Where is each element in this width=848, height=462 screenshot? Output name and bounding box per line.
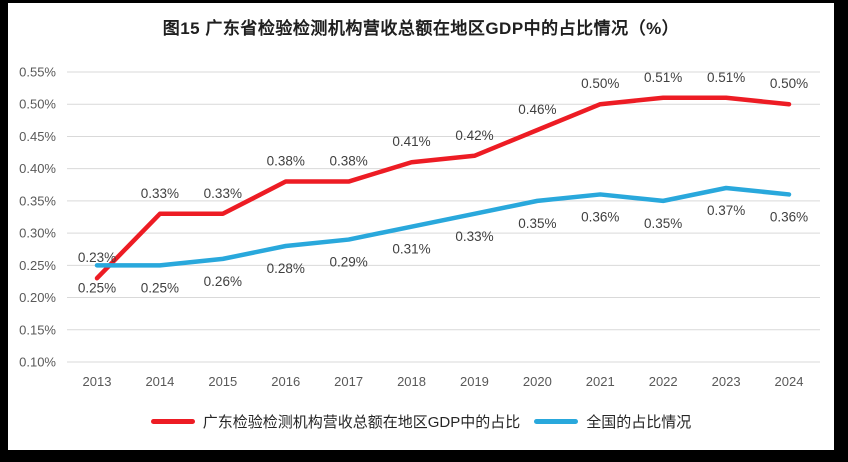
- data-label: 0.35%: [644, 216, 682, 231]
- series-line-0: [94, 95, 792, 281]
- line-chart: 0.10% 0.15% 0.20% 0.25% 0.30% 0.35% 0.40% 0.45%…: [19, 65, 820, 389]
- y-tick-label: 0.25%: [19, 258, 56, 273]
- data-label: 0.51%: [644, 70, 682, 85]
- data-label: 0.46%: [518, 102, 556, 117]
- y-tick-label: 0.35%: [19, 193, 56, 208]
- data-label: 0.38%: [267, 154, 305, 169]
- y-tick-label: 0.10%: [19, 355, 56, 370]
- x-tick-label: 2016: [271, 374, 300, 389]
- data-label: 0.35%: [518, 216, 556, 231]
- x-tick-label: 2018: [397, 374, 426, 389]
- y-tick-label: 0.20%: [19, 290, 56, 305]
- y-tick-label: 0.55%: [19, 65, 56, 80]
- data-label: 0.25%: [78, 280, 116, 295]
- data-label: 0.33%: [204, 186, 242, 201]
- x-tick-label: 2014: [145, 374, 174, 389]
- x-tick-label: 2024: [775, 374, 804, 389]
- data-label: 0.28%: [267, 261, 305, 276]
- x-tick-label: 2013: [83, 374, 112, 389]
- chart-title: 图15 广东省检验检测机构营收总额在地区GDP中的占比情况（%）: [162, 19, 680, 38]
- data-label: 0.26%: [204, 274, 242, 289]
- data-label: 0.51%: [707, 70, 745, 85]
- y-tick-label: 0.15%: [19, 322, 56, 337]
- x-tick-label: 2019: [460, 374, 489, 389]
- y-tick-label: 0.30%: [19, 226, 56, 241]
- data-label: 0.29%: [329, 255, 367, 270]
- data-label: 0.33%: [455, 229, 493, 244]
- data-label: 0.31%: [392, 242, 430, 257]
- x-tick-label: 2021: [586, 374, 615, 389]
- data-label: 0.25%: [141, 280, 179, 295]
- legend-item-guangdong: 广东检验检测机构营收总额在地区GDP中的占比: [150, 411, 521, 432]
- legend-label-national: 全国的占比情况: [586, 414, 692, 431]
- x-tick-label: 2022: [649, 374, 678, 389]
- legend-label-guangdong: 广东检验检测机构营收总额在地区GDP中的占比: [202, 414, 521, 431]
- data-label: 0.50%: [581, 76, 619, 91]
- chart-page: 图15 广东省检验检测机构营收总额在地区GDP中的占比情况（%） 0.10% 0.…: [8, 3, 834, 450]
- legend-swatch-national-line-icon: [534, 419, 579, 424]
- legend: 广东检验检测机构营收总额在地区GDP中的占比 全国的占比情况: [8, 411, 834, 432]
- data-label: 0.41%: [392, 134, 430, 149]
- data-label: 0.42%: [455, 128, 493, 143]
- data-label: 0.36%: [581, 209, 619, 224]
- x-tick-label: 2015: [208, 374, 237, 389]
- data-label: 0.38%: [329, 154, 367, 169]
- x-tick-label: 2020: [523, 374, 552, 389]
- x-tick-label: 2023: [712, 374, 741, 389]
- y-tick-label: 0.45%: [19, 129, 56, 144]
- data-label: 0.36%: [770, 209, 808, 224]
- y-tick-label: 0.40%: [19, 161, 56, 176]
- data-label: 0.37%: [707, 203, 745, 218]
- series-line-1: [94, 185, 792, 268]
- data-label: 0.50%: [770, 76, 808, 91]
- data-label: 0.23%: [78, 250, 116, 265]
- legend-item-national: 全国的占比情况: [534, 411, 691, 432]
- y-tick-label: 0.50%: [19, 97, 56, 112]
- legend-swatch-guangdong-line-icon: [150, 419, 195, 424]
- data-label: 0.33%: [141, 186, 179, 201]
- x-tick-label: 2017: [334, 374, 363, 389]
